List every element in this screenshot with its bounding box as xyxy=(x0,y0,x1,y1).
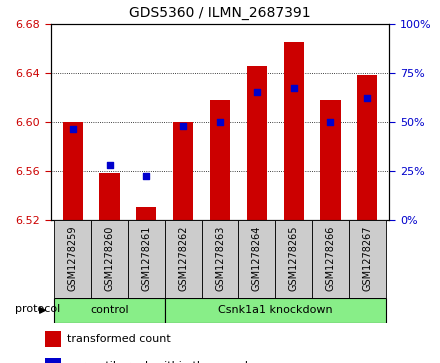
Bar xyxy=(275,220,312,298)
Bar xyxy=(45,358,62,363)
Text: GSM1278261: GSM1278261 xyxy=(141,226,151,291)
Text: GSM1278259: GSM1278259 xyxy=(68,226,78,291)
Bar xyxy=(54,298,165,323)
Point xyxy=(327,119,334,125)
Bar xyxy=(349,220,386,298)
Bar xyxy=(312,220,349,298)
Text: GSM1278265: GSM1278265 xyxy=(289,226,299,291)
Text: control: control xyxy=(90,305,129,315)
Point xyxy=(106,162,113,168)
Text: Csnk1a1 knockdown: Csnk1a1 knockdown xyxy=(218,305,333,315)
Bar xyxy=(247,66,267,220)
Point xyxy=(290,85,297,91)
Bar xyxy=(202,220,238,298)
Bar xyxy=(99,173,120,220)
Point xyxy=(143,174,150,179)
Text: GSM1278263: GSM1278263 xyxy=(215,226,225,291)
Text: GSM1278267: GSM1278267 xyxy=(362,226,372,291)
Point xyxy=(253,89,260,95)
Bar xyxy=(54,220,91,298)
Bar xyxy=(173,122,193,220)
Bar xyxy=(91,220,128,298)
Text: protocol: protocol xyxy=(15,304,60,314)
Text: GSM1278260: GSM1278260 xyxy=(105,226,114,291)
Bar xyxy=(165,220,202,298)
Bar xyxy=(357,75,378,220)
Bar xyxy=(128,220,165,298)
Point xyxy=(216,119,224,125)
Title: GDS5360 / ILMN_2687391: GDS5360 / ILMN_2687391 xyxy=(129,6,311,20)
Text: GSM1278264: GSM1278264 xyxy=(252,226,262,291)
Bar xyxy=(283,42,304,220)
Point xyxy=(180,123,187,129)
Text: GSM1278262: GSM1278262 xyxy=(178,226,188,291)
Bar xyxy=(136,207,157,220)
Text: GSM1278266: GSM1278266 xyxy=(326,226,335,291)
Bar xyxy=(62,122,83,220)
Point xyxy=(69,127,76,132)
Bar xyxy=(320,99,341,220)
Bar xyxy=(210,99,230,220)
Text: transformed count: transformed count xyxy=(67,334,170,344)
Bar xyxy=(165,298,386,323)
Bar xyxy=(238,220,275,298)
Bar xyxy=(45,331,62,347)
Point xyxy=(364,95,371,101)
Text: percentile rank within the sample: percentile rank within the sample xyxy=(67,361,255,363)
